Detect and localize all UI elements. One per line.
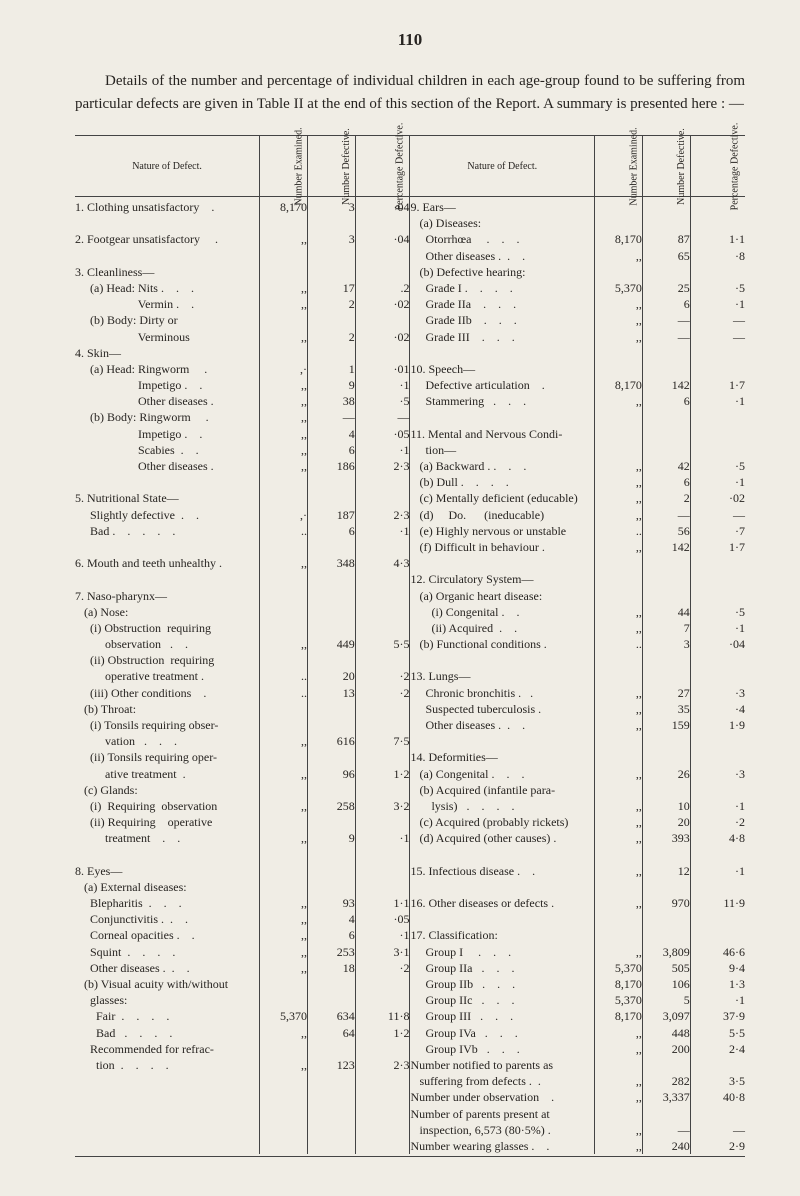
right-nature-cell: 9. Ears— (a) Diseases: Otorrhœa . . . Ot… <box>410 197 595 1155</box>
header-percent-right: Percentage Defective. <box>690 136 745 197</box>
page: 110 Details of the number and percentage… <box>0 0 800 1196</box>
defects-table: Nature of Defect. Number Examined. Numbe… <box>75 135 745 1157</box>
intro-paragraph: Details of the number and percentage of … <box>75 70 745 115</box>
table-body-row: 1. Clothing unsatisfactory . 2. Footgear… <box>75 197 745 1155</box>
right-defective-cell: 87 65 25 6 — — 142 6 42 6 2 — 56 142 44 … <box>642 197 690 1155</box>
header-defective-right: Number Defective. <box>642 136 690 197</box>
header-nature-left: Nature of Defect. <box>75 136 260 197</box>
header-examined-left: Number Examined. <box>260 136 308 197</box>
table-header-row: Nature of Defect. Number Examined. Numbe… <box>75 136 745 197</box>
header-defective-left: Number Defective. <box>307 136 355 197</box>
header-examined-right: Number Examined. <box>595 136 643 197</box>
left-defective-cell: 3 3 17 2 2 1 9 38 — 4 6 186 187 6 348 44… <box>307 197 355 1155</box>
left-examined-cell: 8,170 ,, ,, ,, ,, ,· ,, ,, ,, ,, ,, ,, ,… <box>260 197 308 1155</box>
header-nature-right: Nature of Defect. <box>410 136 595 197</box>
left-percent-cell: ·04 ·04 .2 ·02 ·02 ·01 ·1 ·5 — ·05 ·1 2·… <box>355 197 410 1155</box>
left-nature-cell: 1. Clothing unsatisfactory . 2. Footgear… <box>75 197 260 1155</box>
header-percent-left: Percentage Defective. <box>355 136 410 197</box>
page-number: 110 <box>75 30 745 50</box>
right-percent-cell: 1·1 ·8 ·5 ·1 — — 1·7 ·1 ·5 ·1 ·02 — ·7 1… <box>690 197 745 1155</box>
right-examined-cell: 8,170 ,, 5,370 ,, ,, ,, 8,170 ,, ,, ,, ,… <box>595 197 643 1155</box>
table-bottom-rule <box>75 1154 745 1157</box>
